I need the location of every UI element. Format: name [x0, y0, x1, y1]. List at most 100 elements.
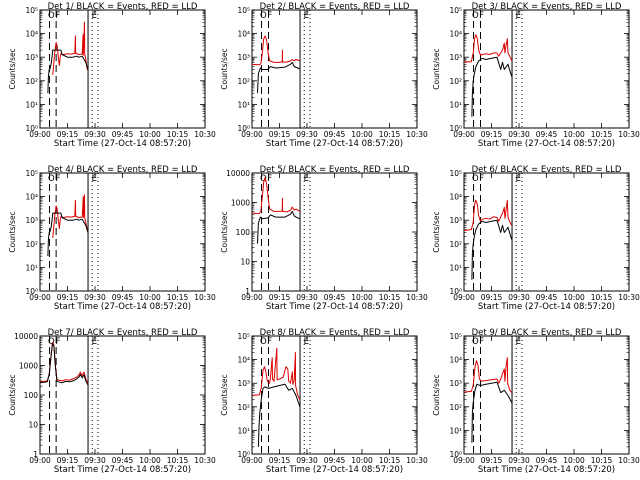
y-tick-label: 10⁰	[449, 450, 462, 459]
x-axis-label: Start Time (27-Oct-14 08:57:20)	[478, 465, 615, 475]
x-tick-label: 09:30	[296, 130, 318, 139]
x-tick-label: 09:30	[84, 130, 106, 139]
marker-letter-o: O	[48, 174, 55, 184]
panel-title: Det 1/ BLACK = Events, RED = LLD	[48, 2, 198, 12]
y-axis-label: Counts/sec	[8, 48, 17, 89]
panel-det-8: Det 8/ BLACK = Events, RED = LLD 10⁰ 10¹ 10…	[220, 328, 428, 475]
panel-det-4: Det 4/ BLACK = Events, RED = LLD 10⁰ 10¹ 10…	[8, 165, 216, 312]
x-tick-label: 10:00	[351, 456, 373, 465]
x-tick-label: 09:45	[324, 456, 346, 465]
x-tick-label: 09:15	[481, 293, 503, 302]
x-tick-label: 09:45	[324, 293, 346, 302]
series-events-line	[471, 219, 513, 280]
y-tick-label: 10000	[226, 169, 250, 178]
series-events-line	[47, 49, 89, 94]
x-tick-label: 09:00	[29, 293, 51, 302]
y-tick-label: 10³	[25, 53, 38, 62]
x-tick-label: 10:30	[194, 456, 216, 465]
panel-det-6: Det 6/ BLACK = Events, RED = LLD 10⁰ 10¹ 10…	[432, 165, 640, 312]
x-axis-label: Start Time (27-Oct-14 08:57:20)	[266, 465, 403, 475]
x-tick-label: 10:30	[406, 293, 428, 302]
y-tick-label: 1000	[19, 362, 38, 371]
x-tick-label: 09:45	[536, 456, 558, 465]
plot-frame	[39, 172, 206, 292]
series-lld-line	[252, 177, 301, 215]
series-events-line	[257, 383, 301, 447]
x-tick-label: 10:15	[591, 456, 613, 465]
series-events-line	[471, 56, 513, 117]
series-lld-line	[252, 347, 301, 400]
plot-frame	[39, 335, 206, 455]
y-tick-label: 10²	[25, 240, 38, 249]
x-tick-label: 09:00	[241, 456, 263, 465]
y-tick-label: 10⁴	[237, 30, 250, 39]
x-tick-label: 09:30	[508, 293, 530, 302]
series-lld-line	[52, 21, 89, 75]
x-tick-label: 09:45	[324, 130, 346, 139]
x-tick-label: 09:45	[112, 456, 134, 465]
y-tick-label: 10⁵	[449, 169, 462, 178]
plot-frame	[39, 9, 206, 129]
y-tick-label: 10	[240, 258, 250, 267]
x-tick-label: 10:30	[618, 293, 640, 302]
x-axis-label: Start Time (27-Oct-14 08:57:20)	[54, 139, 191, 149]
marker-letter-o: O	[260, 337, 267, 347]
marker-letter-e: E	[304, 11, 309, 21]
panel-det-7: Det 7/ BLACK = Events, RED = LLD 1 10 100 10…	[8, 328, 216, 475]
series-lld-line	[464, 357, 513, 393]
x-tick-label: 10:00	[351, 130, 373, 139]
marker-letter-f: F	[479, 174, 484, 184]
marker-letter-o: O	[48, 11, 55, 21]
marker-letter-f: F	[56, 11, 61, 21]
y-tick-label: 10⁴	[25, 30, 38, 39]
x-axis-label: Start Time (27-Oct-14 08:57:20)	[54, 302, 191, 312]
panel-det-1: Det 1/ BLACK = Events, RED = LLD 10⁰ 10¹ 10…	[8, 2, 216, 149]
x-tick-label: 10:00	[351, 293, 373, 302]
panel-title: Det 5/ BLACK = Events, RED = LLD	[260, 165, 410, 175]
y-tick-label: 10⁵	[25, 169, 38, 178]
y-tick-label: 1000	[231, 199, 250, 208]
x-tick-label: 09:45	[112, 293, 134, 302]
marker-letter-f: F	[267, 174, 272, 184]
y-axis-label: Counts/sec	[8, 374, 17, 415]
y-tick-label: 10⁴	[25, 193, 38, 202]
marker-letter-e: E	[92, 11, 97, 21]
x-tick-label: 10:30	[406, 456, 428, 465]
x-tick-label: 10:30	[194, 130, 216, 139]
x-tick-label: 09:00	[241, 293, 263, 302]
y-tick-label: 10⁰	[25, 287, 38, 296]
marker-letter-e: E	[516, 337, 521, 347]
y-axis-label: Counts/sec	[432, 48, 441, 89]
y-tick-label: 10³	[449, 53, 462, 62]
panel-det-5: Det 5/ BLACK = Events, RED = LLD 1 10 100 10…	[220, 165, 428, 312]
marker-letter-o: O	[472, 337, 479, 347]
y-tick-label: 1	[33, 450, 38, 459]
x-tick-label: 09:45	[536, 293, 558, 302]
x-tick-label: 10:15	[379, 456, 401, 465]
plot-frame	[251, 9, 418, 129]
plot-frame	[463, 335, 630, 455]
x-tick-label: 10:00	[563, 456, 585, 465]
y-tick-label: 10²	[237, 403, 250, 412]
x-tick-label: 10:15	[591, 130, 613, 139]
x-tick-label: 09:00	[453, 130, 475, 139]
y-tick-label: 1	[245, 287, 250, 296]
plot-frame	[463, 172, 630, 292]
y-tick-label: 10⁰	[237, 450, 250, 459]
marker-letter-e: E	[516, 11, 521, 21]
marker-letter-e: E	[304, 174, 309, 184]
x-tick-label: 10:15	[379, 130, 401, 139]
y-tick-label: 10²	[449, 240, 462, 249]
marker-letter-f: F	[267, 11, 272, 21]
x-tick-label: 09:00	[453, 456, 475, 465]
y-tick-label: 10⁰	[237, 124, 250, 133]
panel-det-3: Det 3/ BLACK = Events, RED = LLD 10⁰ 10¹ 10…	[432, 2, 640, 149]
marker-letter-e: E	[304, 337, 309, 347]
marker-letter-e: E	[516, 174, 521, 184]
x-tick-label: 09:00	[453, 293, 475, 302]
panel-title: Det 7/ BLACK = Events, RED = LLD	[48, 328, 198, 338]
x-tick-label: 10:15	[167, 293, 189, 302]
x-axis-label: Start Time (27-Oct-14 08:57:20)	[478, 139, 615, 149]
y-tick-label: 10⁴	[449, 356, 462, 365]
